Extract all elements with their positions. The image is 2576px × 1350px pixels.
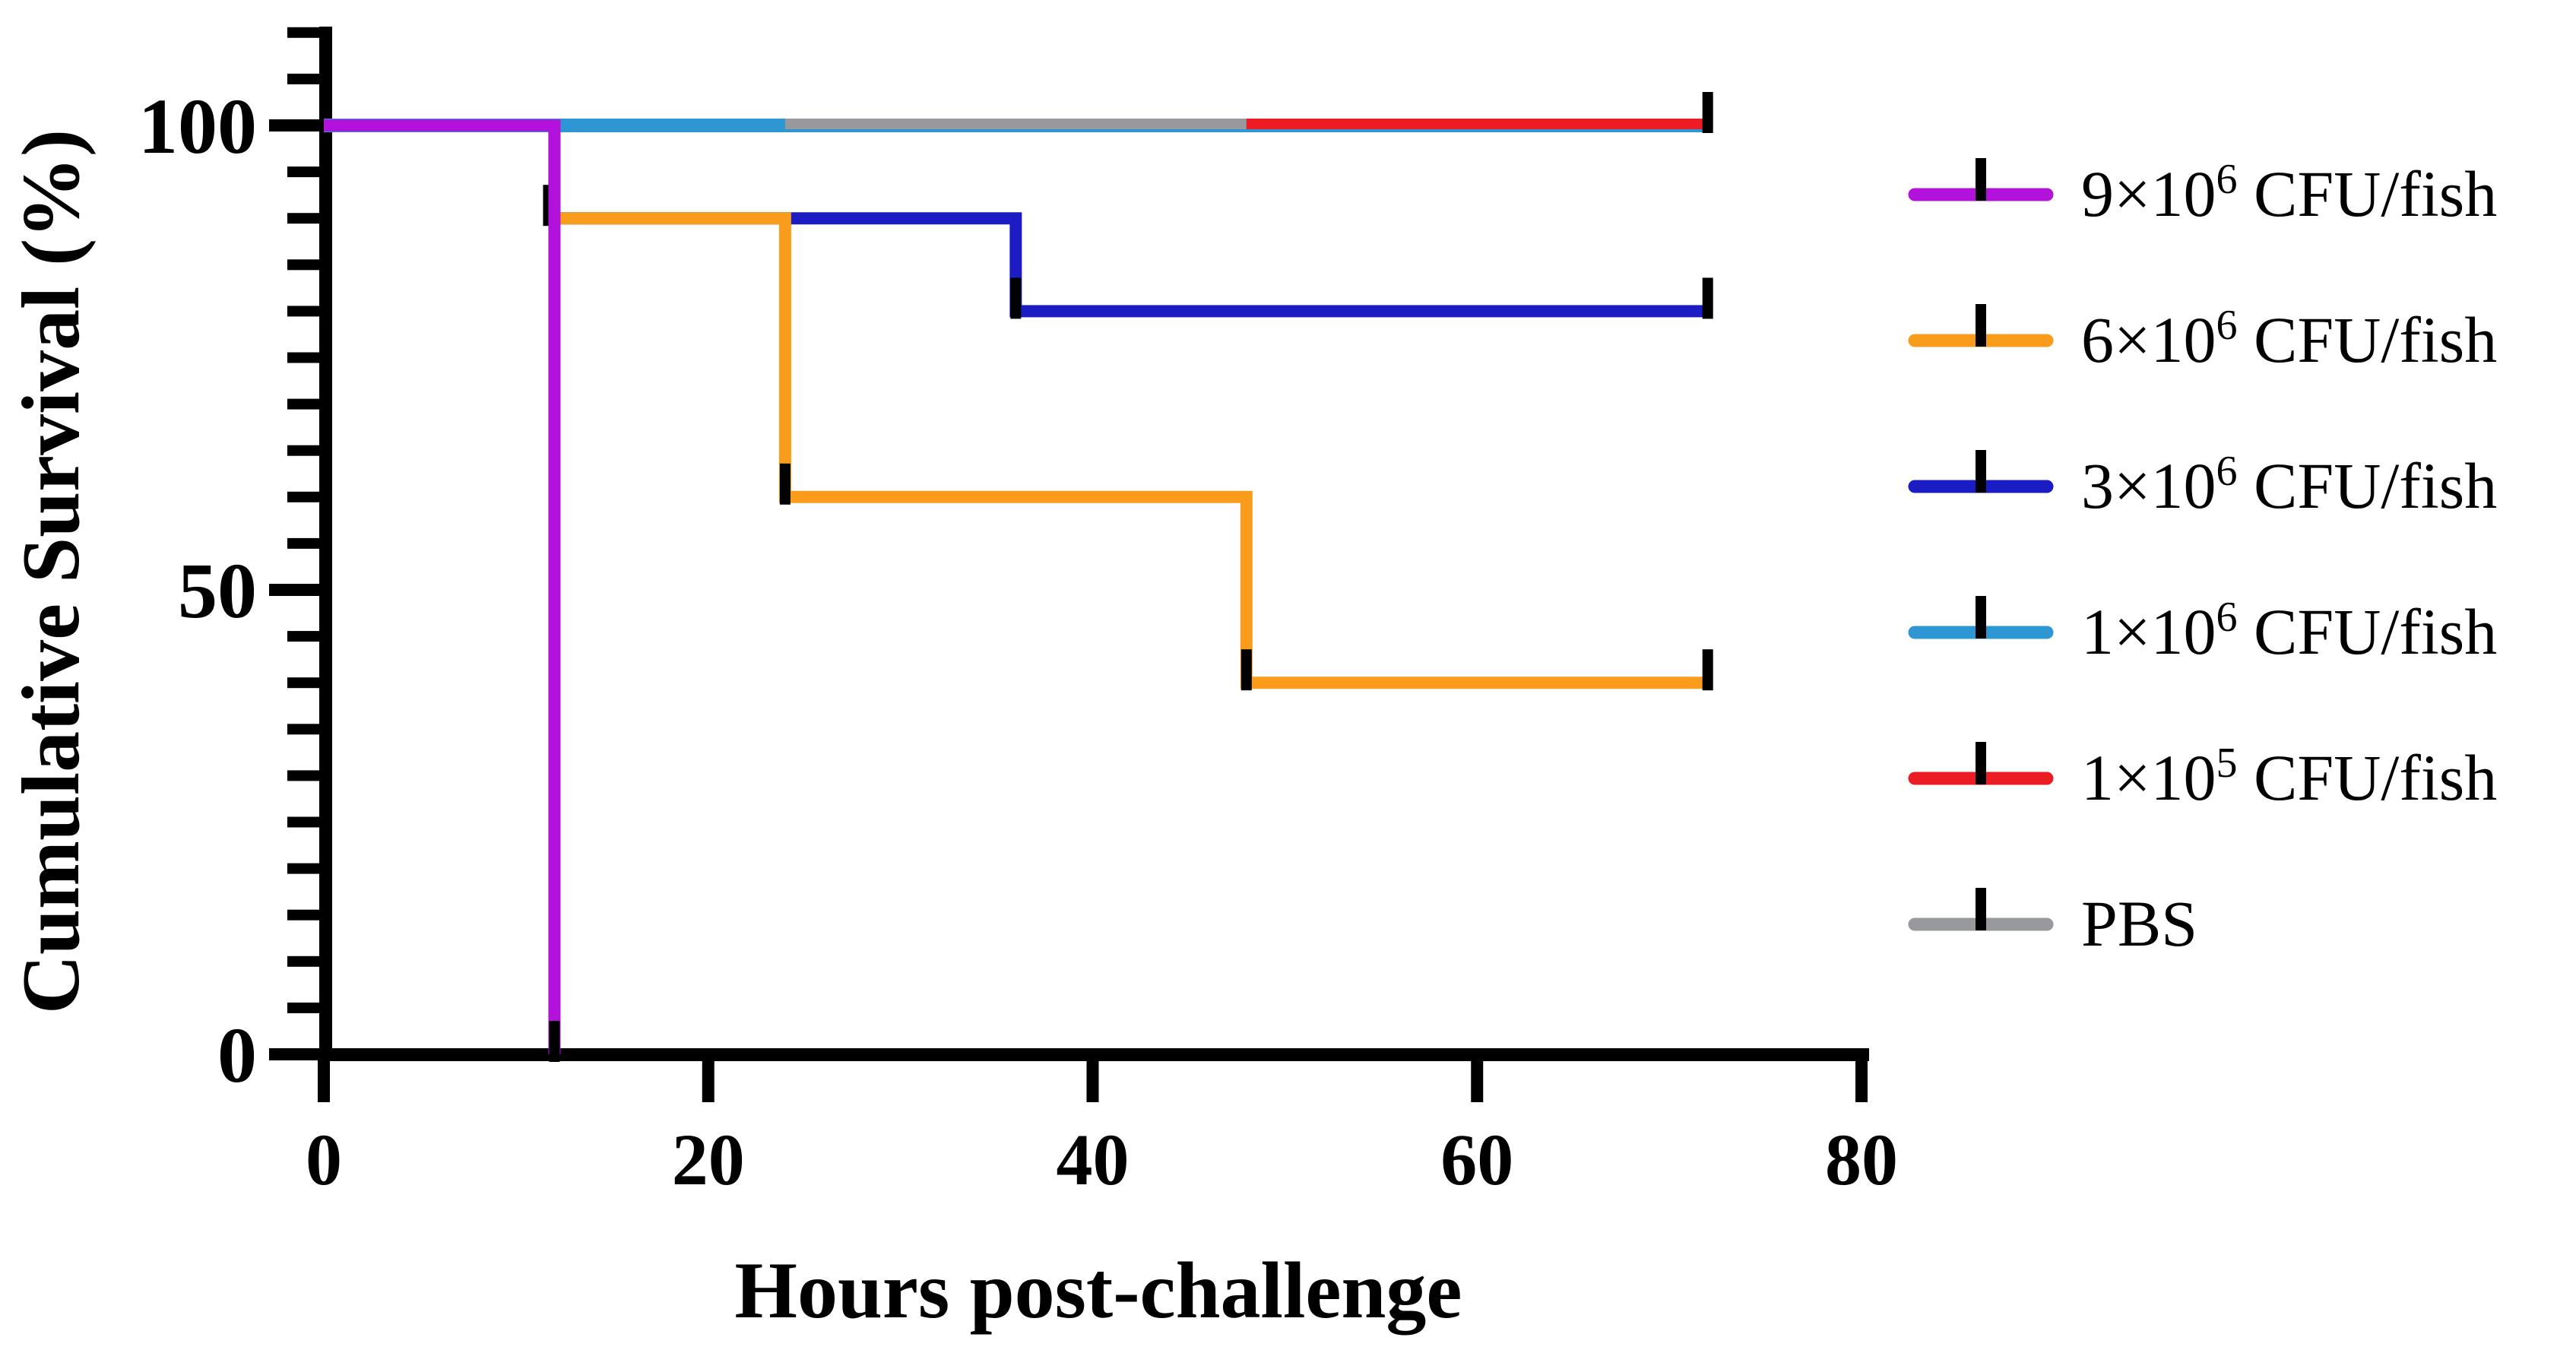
y-minor-tick [287,27,319,38]
series-line-9106 [324,119,561,1054]
y-minor-tick [287,166,319,178]
legend-item: 3×106 CFU/fish [1908,448,2497,522]
y-minor-tick [287,213,319,224]
y-major-tick [269,119,319,132]
censor-tick [1240,649,1252,691]
legend-swatch-tick [1976,888,1986,930]
y-minor-tick [287,677,319,689]
series-line-6106 [324,119,1708,689]
legend-label: 1×106 CFU/fish [2081,594,2497,668]
censor-tick [1702,277,1713,319]
x-tick-label: 80 [1825,1119,1898,1200]
x-axis-title: Hours post-challenge [735,1246,1462,1335]
legend-item: 1×105 CFU/fish [1908,740,2497,814]
y-minor-tick [287,259,319,271]
y-minor-tick [287,909,319,921]
y-axis-spine [319,27,332,1061]
x-tick [702,1059,714,1102]
legend-swatch-tick [1976,742,1986,784]
legend-label: 9×106 CFU/fish [2081,156,2497,230]
y-minor-tick [287,398,319,410]
y-minor-tick [287,491,319,502]
x-tick-label: 60 [1440,1119,1513,1200]
x-tick [1471,1059,1484,1102]
censor-tick [779,463,791,505]
legend-label: 6×106 CFU/fish [2081,302,2497,376]
x-tick [1855,1059,1868,1102]
x-tick-label: 20 [672,1119,745,1200]
x-axis-line [319,1048,1869,1061]
legend-item: 6×106 CFU/fish [1908,302,2497,376]
x-tick [1086,1059,1099,1102]
x-tick [318,1059,330,1102]
y-minor-tick [287,1002,319,1013]
legend-item: 9×106 CFU/fish [1908,156,2497,230]
x-tick-label: 0 [306,1119,342,1200]
y-minor-tick [287,445,319,456]
y-tick-label: 100 [138,83,257,170]
axes [269,27,1869,1102]
y-minor-tick [287,816,319,828]
legend-label: PBS [2081,887,2197,960]
y-minor-tick [287,352,319,363]
legend-label: 1×105 CFU/fish [2081,740,2497,814]
legend-swatch-tick [1976,158,1986,201]
censor-tick [549,1021,560,1062]
y-minor-tick [287,770,319,781]
legend-swatch-tick [1976,304,1986,347]
y-minor-tick [287,631,319,642]
y-minor-tick [287,306,319,317]
y-minor-tick [287,955,319,967]
y-tick-label: 50 [178,547,257,635]
legend-item: PBS [1908,887,2197,960]
y-minor-tick [287,73,319,84]
y-tick-label: 0 [217,1012,257,1099]
legend-label: 3×106 CFU/fish [2081,448,2497,522]
y-axis-title: Cumulative Survival (%) [6,129,97,1014]
legend-item: 1×106 CFU/fish [1908,594,2497,668]
legend-swatch-tick [1976,450,1986,493]
censor-tick [1702,92,1713,133]
y-minor-tick [287,537,319,549]
tick-labels: 0 50 100 0 20 40 60 80 [138,83,1898,1200]
y-minor-tick [287,863,319,874]
x-tick-label: 40 [1057,1119,1130,1200]
censor-tick [1010,277,1022,319]
y-minor-tick [287,724,319,735]
legend: 9×106 CFU/fish 6×106 CFU/fish 3×106 CFU/fi… [1908,156,2497,960]
series-lines [324,92,1713,1062]
y-major-tick [269,1048,319,1060]
y-major-tick [269,584,319,596]
censor-tick [1702,649,1713,691]
legend-swatch-tick [1976,596,1986,639]
